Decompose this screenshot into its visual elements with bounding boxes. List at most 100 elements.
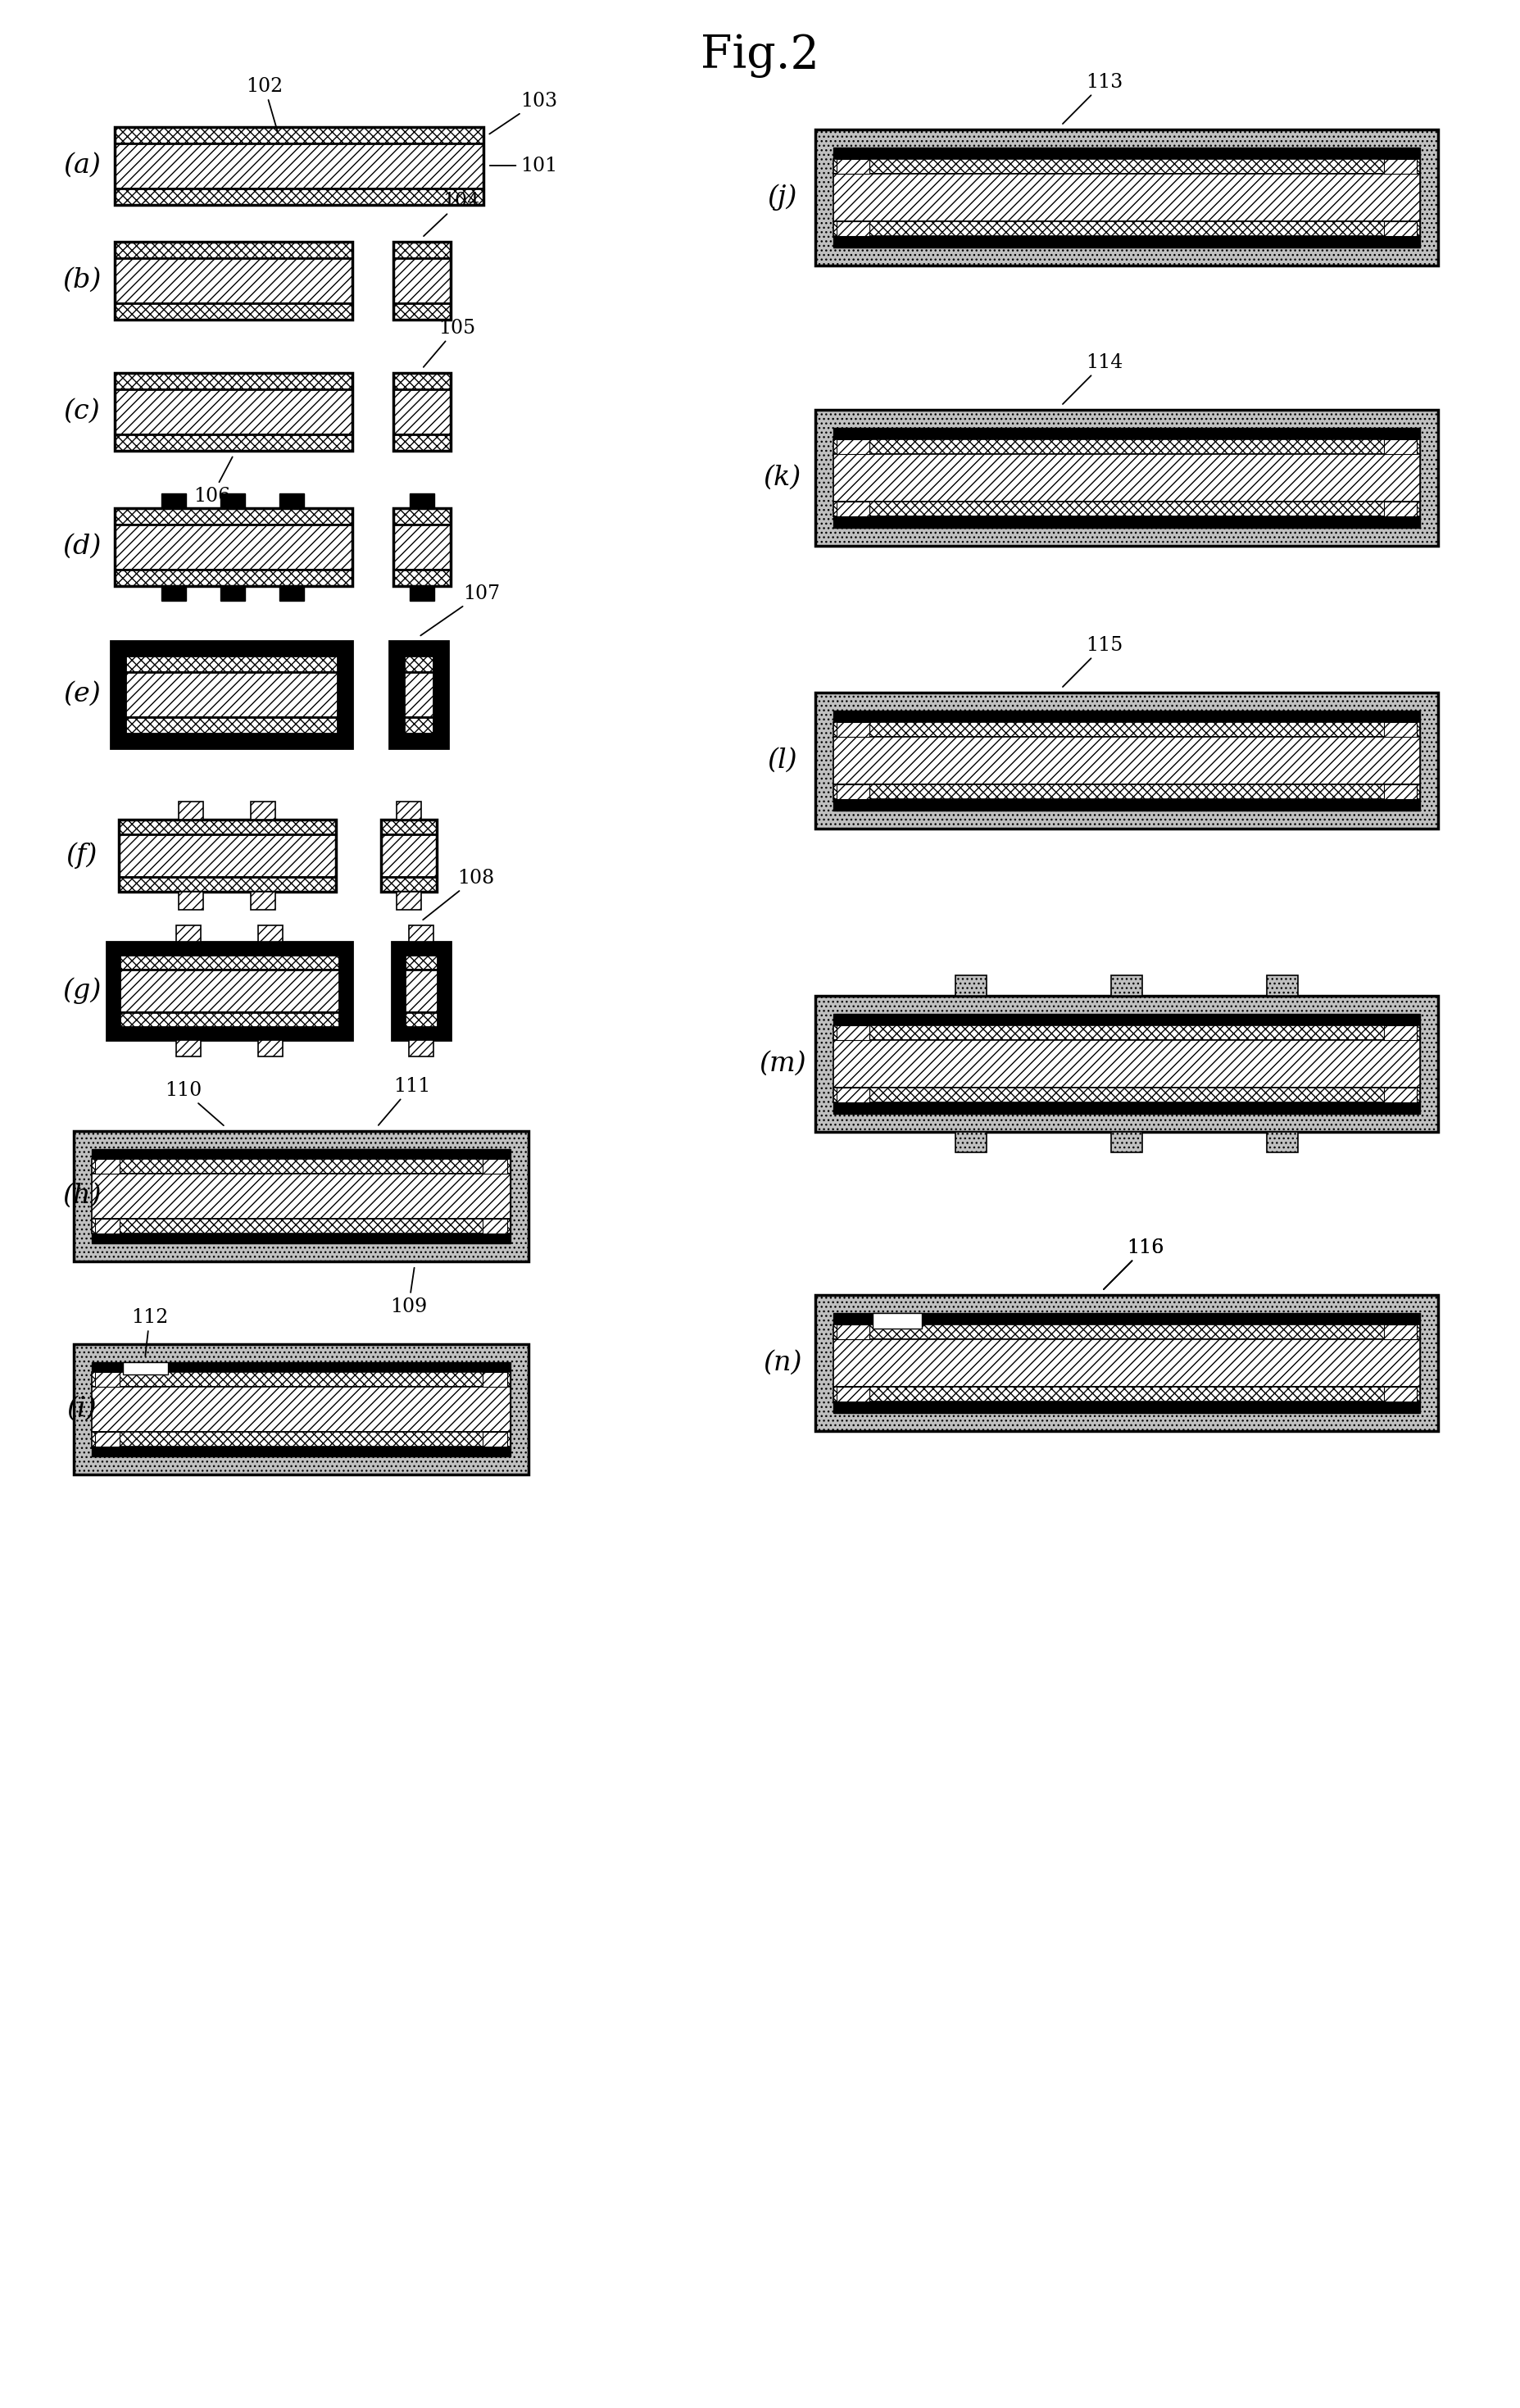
Bar bbox=[120, 956, 339, 970]
Bar bbox=[872, 710, 1380, 722]
Bar bbox=[404, 655, 433, 672]
Bar bbox=[397, 802, 421, 819]
Bar bbox=[1385, 1387, 1417, 1401]
Text: 110: 110 bbox=[164, 1081, 223, 1125]
Bar bbox=[836, 222, 869, 236]
Bar bbox=[176, 925, 201, 942]
Bar bbox=[394, 433, 450, 450]
Bar bbox=[872, 515, 1380, 527]
Bar bbox=[1385, 1088, 1417, 1103]
Bar bbox=[833, 501, 1420, 515]
Bar bbox=[836, 159, 869, 173]
Bar bbox=[114, 128, 483, 205]
Bar bbox=[280, 585, 304, 600]
Text: (d): (d) bbox=[62, 535, 102, 559]
Bar bbox=[394, 258, 450, 303]
Text: 113: 113 bbox=[1062, 72, 1123, 123]
Bar bbox=[1380, 147, 1420, 248]
Bar bbox=[956, 1132, 986, 1153]
Bar bbox=[833, 1339, 1420, 1387]
Bar bbox=[872, 1401, 1380, 1413]
Text: 102: 102 bbox=[246, 77, 283, 132]
Bar bbox=[872, 147, 1380, 159]
Bar bbox=[1385, 722, 1417, 737]
Bar bbox=[114, 508, 353, 525]
Bar bbox=[833, 722, 1420, 737]
Text: 106: 106 bbox=[193, 458, 233, 506]
Text: 116: 116 bbox=[1104, 1238, 1164, 1288]
Bar bbox=[119, 819, 336, 891]
Text: (f): (f) bbox=[67, 843, 97, 869]
Bar bbox=[120, 970, 339, 1011]
Bar bbox=[394, 303, 450, 320]
Bar bbox=[483, 1158, 508, 1173]
Bar bbox=[833, 737, 1420, 785]
Text: 109: 109 bbox=[391, 1267, 427, 1315]
Bar bbox=[114, 508, 353, 585]
Bar bbox=[125, 655, 337, 672]
Bar bbox=[111, 641, 353, 749]
Bar bbox=[123, 1447, 479, 1457]
Bar bbox=[91, 1373, 511, 1387]
Bar bbox=[91, 1218, 511, 1233]
Bar bbox=[114, 390, 353, 433]
Bar bbox=[483, 1373, 508, 1387]
Bar bbox=[74, 1132, 529, 1262]
Bar bbox=[836, 785, 869, 799]
Bar bbox=[114, 433, 353, 450]
Bar bbox=[836, 1088, 869, 1103]
Text: 104: 104 bbox=[424, 190, 479, 236]
Bar bbox=[394, 241, 450, 258]
Bar bbox=[96, 1373, 120, 1387]
Bar bbox=[123, 1233, 479, 1243]
Text: (j): (j) bbox=[768, 183, 798, 212]
Bar bbox=[382, 877, 436, 891]
Bar bbox=[114, 373, 353, 390]
Text: (m): (m) bbox=[758, 1050, 806, 1076]
Bar bbox=[836, 1387, 869, 1401]
Bar bbox=[872, 1312, 1380, 1324]
Text: (n): (n) bbox=[763, 1351, 803, 1375]
Bar bbox=[1385, 438, 1417, 455]
Bar bbox=[479, 1149, 511, 1243]
Bar bbox=[833, 455, 1420, 501]
Text: 114: 114 bbox=[1062, 354, 1123, 405]
Bar bbox=[161, 494, 185, 508]
Bar bbox=[409, 925, 433, 942]
Text: (l): (l) bbox=[768, 746, 798, 773]
Bar bbox=[119, 833, 336, 877]
Text: (a): (a) bbox=[64, 152, 100, 178]
Bar bbox=[382, 819, 436, 891]
Bar bbox=[394, 571, 450, 585]
Bar bbox=[176, 1040, 201, 1057]
Bar bbox=[119, 877, 336, 891]
Bar bbox=[382, 833, 436, 877]
Bar bbox=[1111, 1132, 1142, 1153]
Bar bbox=[258, 1040, 283, 1057]
Bar bbox=[1266, 975, 1298, 997]
Bar bbox=[872, 1312, 921, 1329]
Bar bbox=[833, 1088, 1420, 1103]
Bar bbox=[96, 1433, 120, 1447]
Bar bbox=[114, 188, 483, 205]
Bar bbox=[872, 1103, 1380, 1115]
Bar bbox=[125, 718, 337, 734]
Text: (i): (i) bbox=[67, 1397, 97, 1423]
Bar bbox=[1385, 501, 1417, 515]
Bar bbox=[872, 429, 1380, 438]
Bar bbox=[394, 508, 450, 525]
Text: 103: 103 bbox=[489, 92, 558, 135]
Bar bbox=[220, 494, 245, 508]
Bar bbox=[394, 525, 450, 571]
Bar bbox=[74, 1344, 529, 1474]
Text: (c): (c) bbox=[64, 397, 100, 424]
Bar bbox=[833, 785, 1420, 799]
Bar bbox=[1385, 785, 1417, 799]
Bar bbox=[394, 373, 450, 390]
Bar bbox=[179, 891, 204, 910]
Text: (g): (g) bbox=[62, 978, 102, 1004]
Bar bbox=[833, 1324, 1420, 1339]
Bar bbox=[483, 1433, 508, 1447]
Bar bbox=[872, 799, 1380, 811]
Text: (b): (b) bbox=[62, 267, 102, 294]
